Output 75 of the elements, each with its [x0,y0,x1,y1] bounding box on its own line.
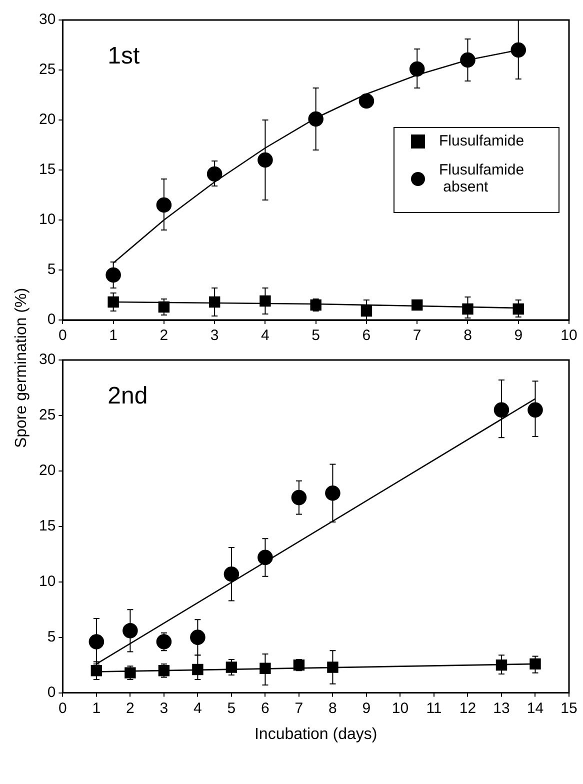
point [106,267,121,283]
x-tick-label: 7 [294,700,304,717]
x-tick-label: 11 [426,700,442,717]
y-tick-label: 25 [38,406,56,424]
point [260,662,271,674]
point [122,623,138,638]
y-tick-label: 20 [38,462,56,480]
x-tick-label: 2 [160,327,168,344]
point [156,197,172,213]
text: 1st [108,42,140,70]
x-tick-label: 8 [464,327,472,344]
x-tick-label: 7 [412,327,422,344]
point [412,299,423,311]
x-tick-label: 1 [92,700,101,717]
x-tick-label: 6 [261,700,270,717]
y-tick-label: 30 [38,351,56,368]
y-tick-label: 20 [38,111,56,128]
y-tick-label: 10 [38,573,56,590]
y-tick-label: 30 [38,11,56,28]
point [409,61,425,77]
y-tick-label: 5 [47,261,56,278]
x-tick-label: 0 [58,700,67,717]
x-tick-label: 9 [362,700,371,717]
point [156,634,172,650]
point [510,42,526,58]
x-tick-label: 10 [392,700,409,717]
y-tick-label: 0 [47,684,56,701]
point [528,402,543,418]
x-tick-label: 5 [312,327,320,344]
x-tick-label: 2 [126,700,134,717]
x-axis-title: Incubation (days) [254,726,378,743]
x-tick-label: 1 [109,327,118,344]
x-tick-label: 3 [160,700,168,717]
point [308,111,324,127]
y-tick-label: 15 [38,518,56,535]
point [494,402,510,418]
point [358,93,374,109]
x-tick-label: 4 [194,700,202,717]
point [258,550,273,566]
point [260,295,271,307]
x-tick-label: 0 [58,327,67,344]
point [291,490,307,506]
point [88,634,104,650]
legend-label: Flusulfamide absent [439,162,524,196]
point [226,662,238,673]
point [206,166,222,182]
point [460,52,476,68]
x-tick-label: 13 [493,700,510,717]
point [530,658,541,670]
x-tick-label: 8 [328,700,337,717]
point [462,303,474,315]
x-tick-label: 6 [362,327,371,344]
x-tick-label: 14 [526,700,544,717]
x-tick-label: 5 [227,700,236,717]
x-tick-label: 9 [514,327,523,344]
y-tick-label: 0 [47,311,56,328]
point [224,566,240,582]
y-axis-title: Spore germination (%) [13,288,31,448]
y-tick-label: 10 [38,211,56,228]
y-tick-label: 25 [38,61,56,78]
point [192,664,204,676]
point [258,152,273,168]
x-tick-label: 15 [560,700,578,717]
point [108,296,119,308]
x-tick-label: 10 [560,327,578,344]
legend-label: Flusulfamide [439,132,524,150]
point [325,485,340,501]
x-tick-label: 3 [210,327,219,344]
y-tick-label: 5 [47,628,56,646]
x-tick-label: 4 [261,327,270,344]
y-tick-label: 15 [38,161,56,178]
point [327,662,338,673]
text: 2nd [108,382,148,410]
x-tick-label: 12 [459,700,476,717]
point [190,630,206,645]
